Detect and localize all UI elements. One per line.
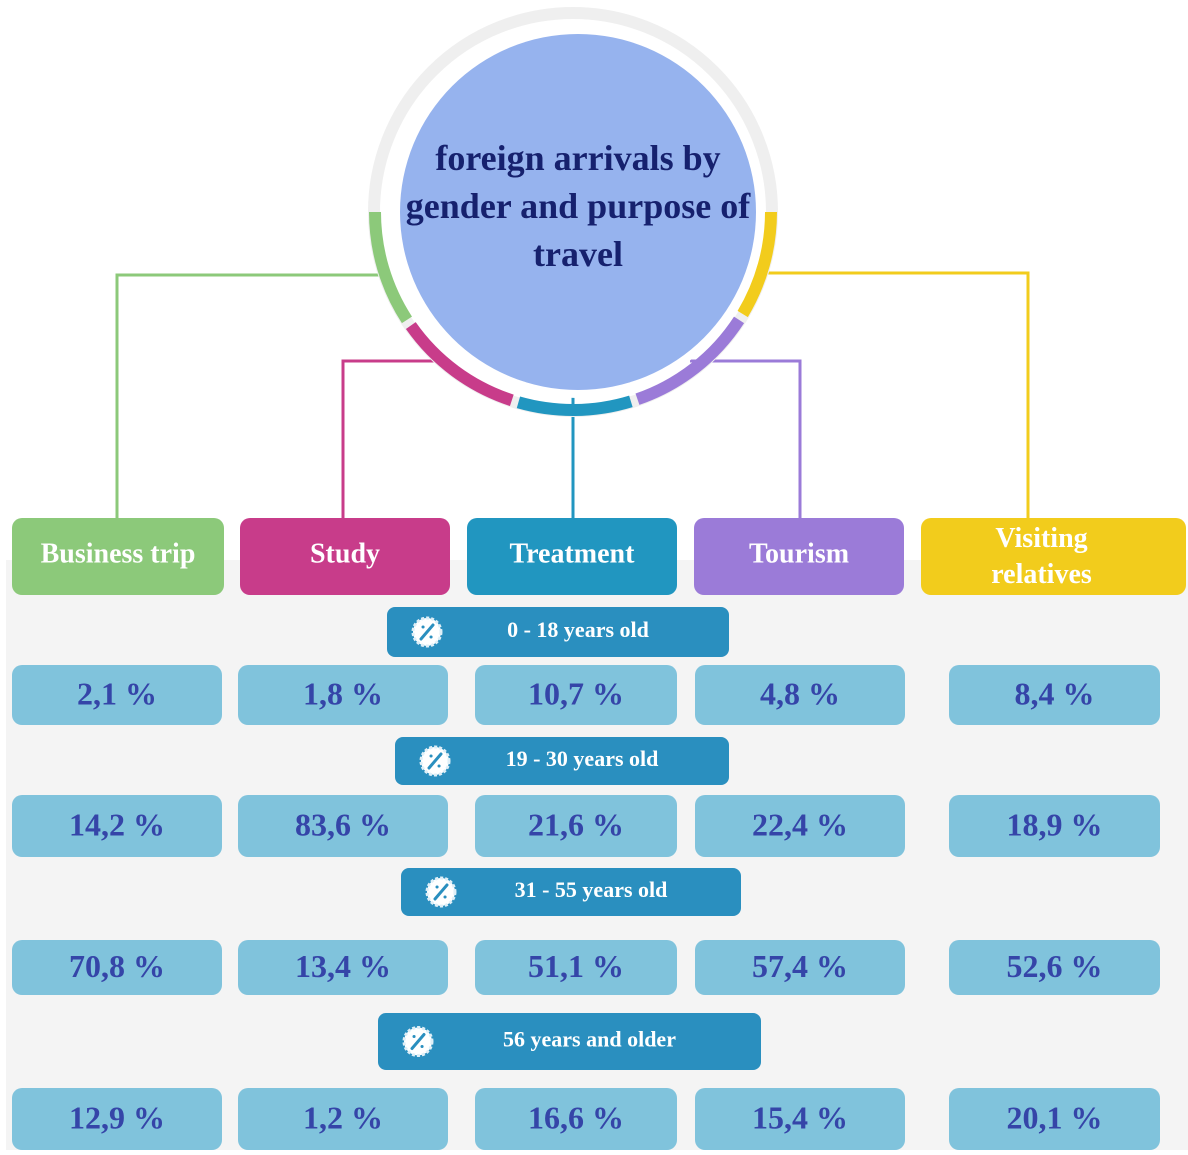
purpose-label: Visiting relatives [991,523,1092,590]
purpose-box [12,518,224,595]
value-label: 16,6 % [528,1099,624,1135]
value-box [475,665,677,725]
value-box [238,1088,448,1150]
ring-arc [369,211,413,324]
age-bar [387,607,729,657]
purpose-label: Business trip [41,538,196,569]
connector [760,271,1030,518]
value-box [475,795,677,857]
purpose-label: Treatment [510,538,636,569]
title: foreign arrivals by gender and purpose of… [406,138,751,274]
percent-glyph [433,883,449,901]
age-label: 19 - 30 years old [506,746,659,771]
value-label: 52,6 % [1007,948,1103,984]
connector [341,359,445,518]
ring-arc [635,316,745,405]
age-label: 31 - 55 years old [515,877,668,902]
value-box [695,795,905,857]
purpose-box [921,518,1186,595]
value-box [475,1088,677,1150]
value-box [12,795,222,857]
center-circle [400,34,756,390]
value-label: 83,6 % [295,806,391,842]
purpose-box [240,518,450,595]
ring-arc [737,211,777,318]
age-bar [378,1013,761,1070]
value-box [12,1088,222,1150]
age-label: 0 - 18 years old [507,617,649,642]
ring-arc [516,395,633,416]
age-label: 56 years and older [503,1027,676,1052]
purpose-box [467,518,677,595]
value-box [695,1088,905,1150]
percent-glyph [427,752,443,770]
value-label: 8,4 % [1015,675,1095,711]
value-box [238,940,448,995]
value-label: 1,2 % [303,1099,383,1135]
value-box [695,665,905,725]
value-label: 15,4 % [752,1099,848,1135]
value-label: 4,8 % [760,675,840,711]
ring-arc [405,322,514,407]
value-box [238,665,448,725]
ring-arcs [369,211,777,416]
value-box [475,940,677,995]
value-label: 1,8 % [303,675,383,711]
value-box [949,940,1160,995]
value-label: 18,9 % [1007,806,1103,842]
value-label: 70,8 % [69,948,165,984]
value-label: 13,4 % [295,948,391,984]
value-label: 51,1 % [528,948,624,984]
age-bar [395,737,729,785]
value-box [238,795,448,857]
connector [690,359,802,518]
value-label: 10,7 % [528,675,624,711]
purpose-box [694,518,904,595]
value-label: 2,1 % [77,675,157,711]
value-box [949,1088,1160,1150]
value-label: 57,4 % [752,948,848,984]
value-box [949,665,1160,725]
value-label: 12,9 % [69,1099,165,1135]
value-label: 14,2 % [69,806,165,842]
purpose-label: Study [310,538,380,569]
value-box [12,940,222,995]
value-label: 22,4 % [752,806,848,842]
age-bar [401,868,741,916]
value-box [949,795,1160,857]
value-box [695,940,905,995]
value-label: 20,1 % [1007,1099,1103,1135]
percent-glyph [419,623,435,641]
value-label: 21,6 % [528,806,624,842]
purpose-label: Tourism [749,538,849,569]
value-box [12,665,222,725]
connector [115,273,385,518]
percent-glyph [410,1033,426,1050]
